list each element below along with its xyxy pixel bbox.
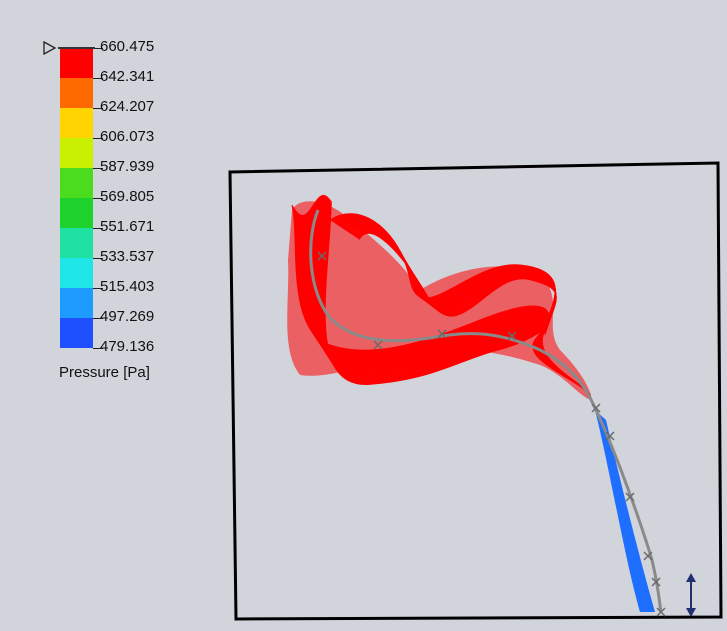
low-pressure-tail — [595, 410, 655, 612]
centerline-marker — [373, 340, 383, 350]
color-scale-bar — [60, 48, 93, 348]
legend-swatch — [60, 288, 93, 318]
legend-tick — [93, 78, 103, 79]
centerline-marker — [643, 551, 653, 561]
high-pressure-streamlines — [287, 195, 592, 400]
legend-value: 497.269 — [100, 308, 155, 325]
legend-value: 569.805 — [100, 188, 155, 205]
legend-tick — [93, 348, 103, 349]
centerline-marker — [437, 329, 447, 339]
centerline-marker — [591, 403, 601, 413]
legend-tick — [93, 138, 103, 139]
legend-swatch — [60, 48, 93, 78]
domain-frame — [228, 161, 723, 621]
centerline-trajectory — [309, 209, 666, 617]
legend-value: 587.939 — [100, 158, 155, 175]
triangle-pointer-icon — [43, 41, 57, 55]
legend-swatch — [60, 228, 93, 258]
legend-value: 606.073 — [100, 128, 155, 145]
centerline-marker — [651, 577, 661, 587]
legend-tick — [93, 228, 103, 229]
legend-swatch — [60, 258, 93, 288]
legend-value: 624.207 — [100, 98, 155, 115]
legend-swatch — [60, 168, 93, 198]
centerline-marker — [656, 607, 666, 617]
vertical-arrow-icon — [686, 573, 696, 617]
streamline — [324, 201, 591, 396]
legend-swatch — [60, 198, 93, 228]
legend-value: 479.136 — [100, 338, 155, 355]
legend-tick — [93, 108, 103, 109]
legend-value: 642.341 — [100, 68, 155, 85]
centerline-marker — [507, 331, 517, 341]
legend-swatch — [60, 138, 93, 168]
legend-value: 515.403 — [100, 278, 155, 295]
legend-value: 551.671 — [100, 218, 155, 235]
centerline-path — [309, 209, 663, 614]
legend-value: 660.475 — [100, 38, 155, 55]
legend-swatch — [60, 318, 93, 348]
centerline-marker — [317, 251, 327, 261]
legend-swatch — [60, 108, 93, 138]
legend-top-line — [58, 47, 95, 49]
low-pressure-streamlines — [595, 410, 655, 612]
legend-caption: Pressure [Pa] — [59, 364, 150, 381]
legend-tick — [93, 258, 103, 259]
legend-tick — [93, 318, 103, 319]
legend-tick — [93, 288, 103, 289]
centerline-marker — [625, 492, 635, 502]
legend-tick — [93, 168, 103, 169]
centerline-marker — [605, 431, 615, 441]
legend-tick — [93, 48, 103, 49]
legend-value: 533.537 — [100, 248, 155, 265]
streamline — [358, 232, 557, 335]
legend-swatch — [60, 78, 93, 108]
legend-tick — [93, 198, 103, 199]
pressure-legend: 660.475 642.341 624.207 606.073 587.939 569.8… — [0, 0, 230, 400]
